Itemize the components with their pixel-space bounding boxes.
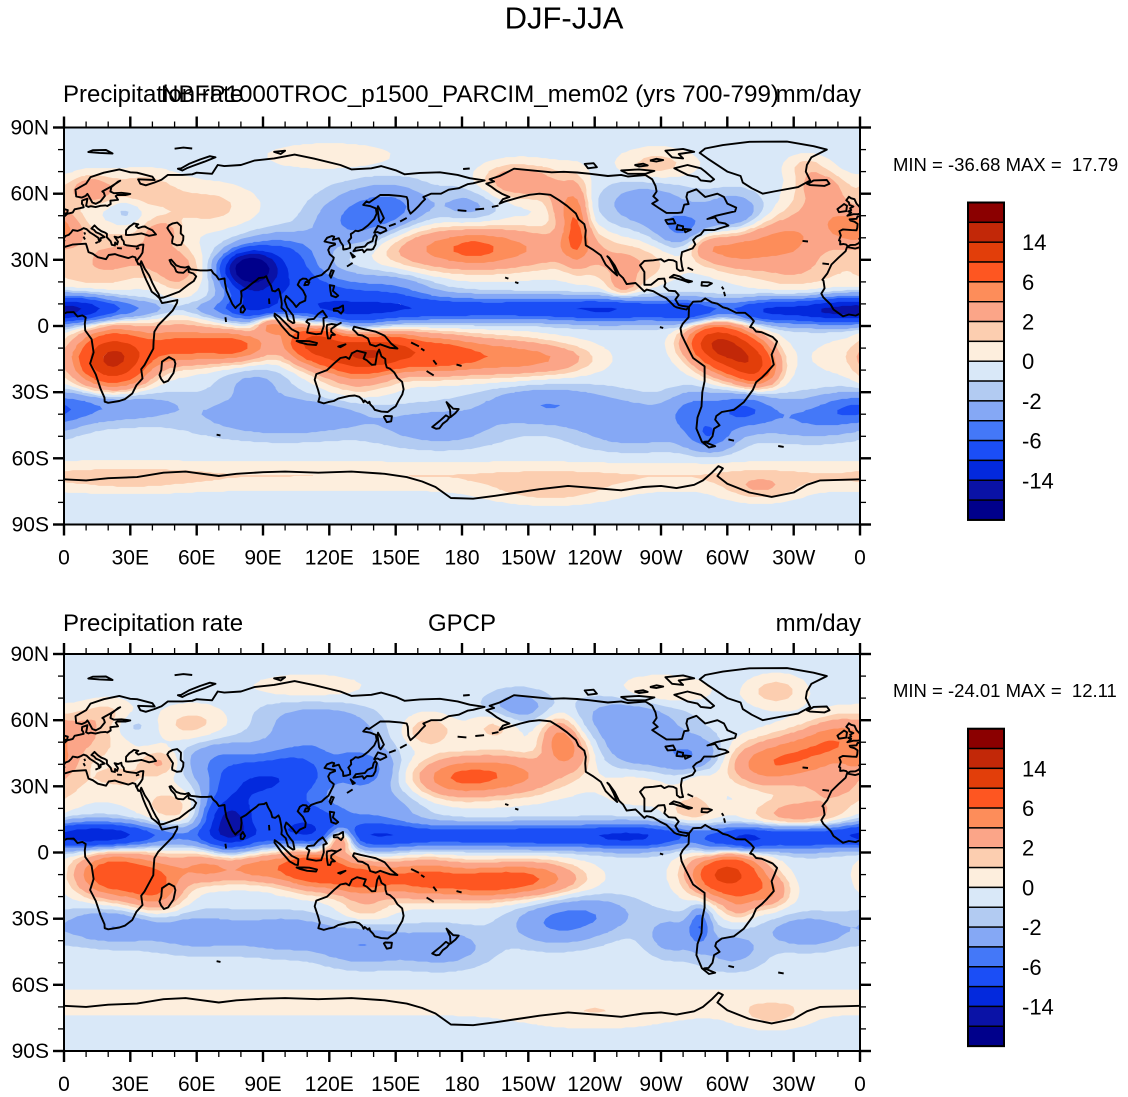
svg-text:60S: 60S (12, 974, 49, 997)
svg-text:0: 0 (1022, 349, 1034, 374)
svg-text:-2: -2 (1022, 915, 1042, 940)
svg-text:30W: 30W (772, 1073, 815, 1096)
svg-text:DJF-JJA: DJF-JJA (505, 1, 624, 36)
svg-text:30E: 30E (112, 547, 149, 570)
svg-text:2: 2 (1022, 310, 1034, 335)
svg-text:60W: 60W (706, 547, 749, 570)
svg-text:90S: 90S (12, 1040, 49, 1063)
svg-text:60N: 60N (10, 709, 49, 732)
svg-text:6: 6 (1022, 270, 1034, 295)
svg-text:0: 0 (37, 315, 49, 338)
svg-text:90W: 90W (639, 1073, 682, 1096)
svg-text:0: 0 (1022, 875, 1034, 900)
svg-text:120E: 120E (305, 547, 354, 570)
svg-text:180: 180 (444, 1073, 479, 1096)
svg-text:MIN = -24.01 MAX = 12.11: MIN = -24.01 MAX = 12.11 (893, 680, 1117, 701)
svg-text:60E: 60E (178, 547, 215, 570)
svg-text:mm/day: mm/day (776, 610, 861, 637)
svg-text:120W: 120W (567, 547, 622, 570)
svg-text:90E: 90E (244, 547, 281, 570)
svg-text:90W: 90W (639, 547, 682, 570)
svg-text:30S: 30S (12, 381, 49, 404)
svg-text:30E: 30E (112, 1073, 149, 1096)
svg-text:120E: 120E (305, 1073, 354, 1096)
svg-text:180: 180 (444, 547, 479, 570)
svg-text:90S: 90S (12, 514, 49, 537)
svg-text:0: 0 (58, 547, 70, 570)
svg-text:60N: 60N (10, 183, 49, 206)
svg-text:14: 14 (1022, 230, 1046, 255)
svg-text:mm/day: mm/day (776, 81, 861, 108)
svg-text:-6: -6 (1022, 955, 1042, 980)
svg-text:2: 2 (1022, 836, 1034, 861)
svg-text:90E: 90E (244, 1073, 281, 1096)
svg-text:0: 0 (37, 842, 49, 865)
svg-text:150E: 150E (371, 547, 420, 570)
svg-text:150W: 150W (501, 547, 556, 570)
svg-text:150W: 150W (501, 1073, 556, 1096)
svg-text:30N: 30N (10, 775, 49, 798)
svg-text:-2: -2 (1022, 389, 1042, 414)
svg-text:150E: 150E (371, 1073, 420, 1096)
svg-text:90N: 90N (10, 643, 49, 666)
svg-text:30N: 30N (10, 249, 49, 272)
svg-text:120W: 120W (567, 1073, 622, 1096)
svg-text:90N: 90N (10, 117, 49, 140)
svg-text:14: 14 (1022, 756, 1046, 781)
svg-text:-14: -14 (1022, 995, 1054, 1020)
svg-text:-6: -6 (1022, 429, 1042, 454)
svg-text:30S: 30S (12, 908, 49, 931)
svg-text:0: 0 (854, 1073, 866, 1096)
svg-text:Precipitation rate: Precipitation rate (63, 610, 243, 637)
svg-text:MIN = -36.68 MAX = 17.79: MIN = -36.68 MAX = 17.79 (893, 154, 1118, 175)
svg-text:30W: 30W (772, 547, 815, 570)
svg-text:GPCP: GPCP (428, 610, 496, 637)
svg-text:60E: 60E (178, 1073, 215, 1096)
svg-text:6: 6 (1022, 796, 1034, 821)
svg-text:60S: 60S (12, 447, 49, 470)
svg-text:-14: -14 (1022, 468, 1054, 493)
svg-text:60W: 60W (706, 1073, 749, 1096)
svg-text:0: 0 (58, 1073, 70, 1096)
svg-text:Precipitation rate: Precipitation rate (63, 81, 243, 108)
svg-text:NBFP1000TROC_p1500_PARCIM_mem0: NBFP1000TROC_p1500_PARCIM_mem02 (yrs 700… (161, 81, 779, 108)
svg-text:0: 0 (854, 547, 866, 570)
